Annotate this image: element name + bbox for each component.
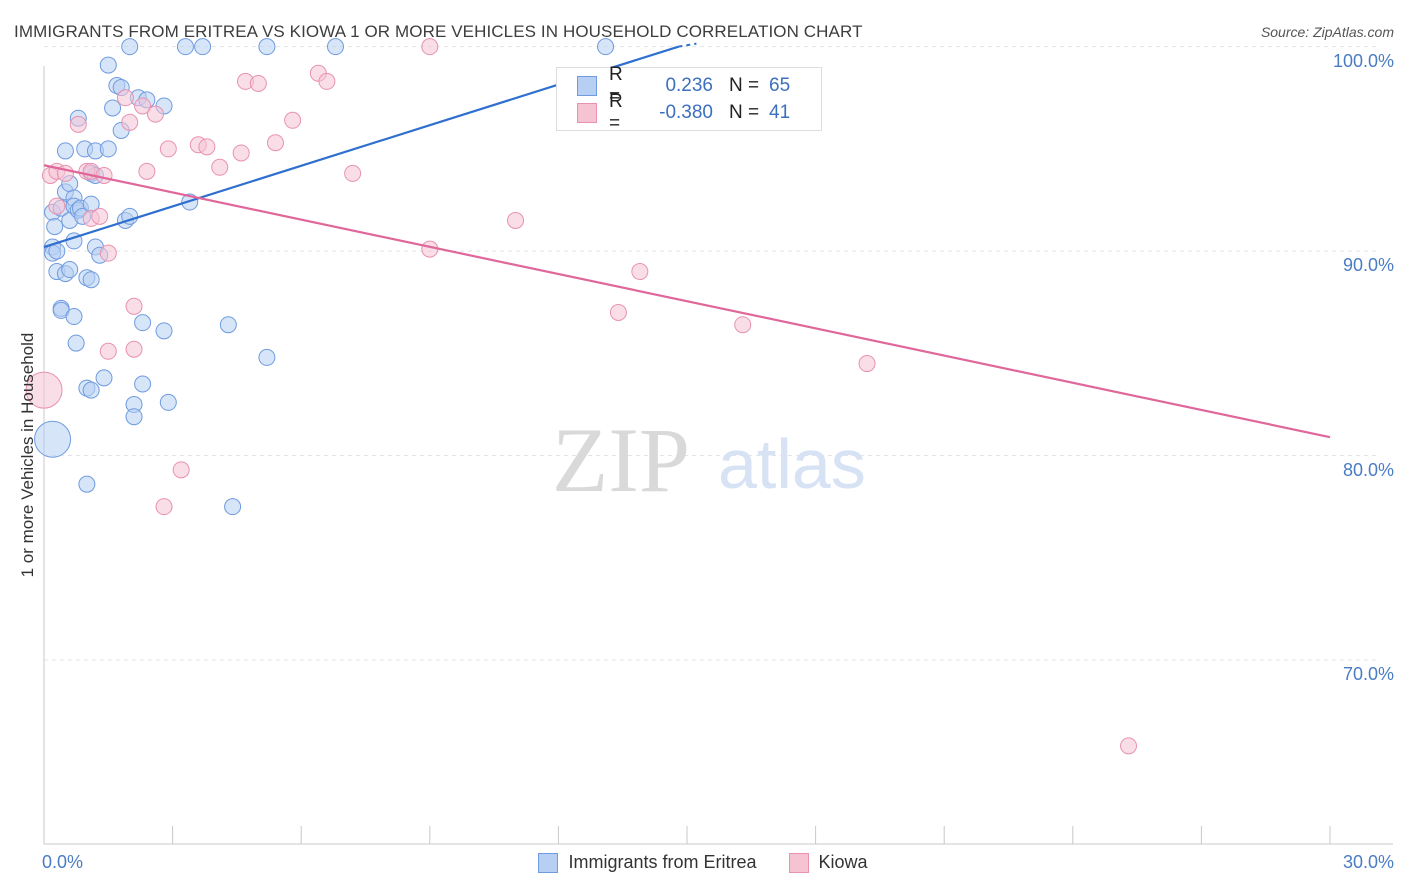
y-tick-label: 90.0%	[1342, 255, 1394, 276]
y-tick-label: 100.0%	[1332, 50, 1394, 71]
point-eritrea	[121, 38, 139, 56]
point-eritrea	[65, 308, 83, 326]
point-eritrea	[82, 381, 100, 399]
point-eritrea	[67, 334, 85, 352]
point-eritrea	[82, 271, 100, 289]
chart-title: IMMIGRANTS FROM ERITREA VS KIOWA 1 OR MO…	[14, 22, 863, 41]
point-kiowa	[344, 164, 362, 182]
point-kiowa	[125, 297, 143, 315]
legend-swatch-blue	[538, 852, 559, 873]
point-eritrea	[258, 348, 276, 366]
legend-r-value: 0.236	[665, 75, 713, 96]
point-kiowa	[121, 113, 139, 131]
legend-n-value: 41	[769, 102, 791, 123]
point-eritrea	[224, 498, 242, 516]
point-eritrea	[34, 420, 72, 458]
trend-line-eritrea-extension	[678, 42, 697, 48]
legend-item-eritrea[interactable]: Immigrants from Eritrea	[538, 852, 757, 873]
point-kiowa	[421, 38, 439, 56]
point-eritrea	[326, 38, 344, 56]
legend-row-eritrea: R = 0.236 N = 65	[577, 64, 791, 107]
point-eritrea	[99, 56, 117, 74]
legend-item-kiowa[interactable]: Kiowa	[788, 852, 868, 873]
point-eritrea	[159, 393, 177, 411]
legend-label-kiowa: Kiowa	[818, 852, 868, 872]
point-eritrea	[56, 142, 74, 160]
trend-line-kiowa	[43, 164, 1331, 439]
point-kiowa	[95, 166, 113, 184]
series-legend: Immigrants from Eritrea Kiowa	[0, 852, 1406, 873]
legend-swatch-pink	[577, 103, 597, 123]
point-kiowa	[91, 207, 109, 225]
y-axis-label: 1 or more Vehicles in Household	[18, 332, 37, 578]
point-kiowa	[134, 97, 152, 115]
point-kiowa	[858, 355, 876, 373]
y-tick-label: 80.0%	[1342, 459, 1394, 480]
point-eritrea	[104, 99, 122, 117]
point-eritrea	[134, 375, 152, 393]
point-kiowa	[146, 105, 164, 123]
point-kiowa	[609, 303, 627, 321]
legend-r-value: -0.380	[659, 102, 713, 123]
point-kiowa	[284, 111, 302, 129]
point-eritrea	[155, 322, 173, 340]
point-kiowa	[25, 371, 63, 409]
stats-legend: R = 0.236 N = 65 R = -0.380 N = 41	[556, 64, 822, 134]
point-eritrea	[46, 218, 64, 236]
source-label: Source: ZipAtlas.com	[1260, 24, 1394, 40]
point-kiowa	[198, 138, 216, 156]
point-eritrea	[61, 261, 79, 279]
legend-row-kiowa: R = -0.380 N = 41	[577, 91, 791, 134]
point-eritrea	[125, 408, 143, 426]
point-kiowa	[138, 162, 156, 180]
point-eritrea	[95, 369, 113, 387]
point-kiowa	[1120, 737, 1138, 755]
point-eritrea	[258, 38, 276, 56]
point-kiowa	[159, 140, 177, 158]
point-kiowa	[99, 244, 117, 262]
x-tick-label-max: 30.0%	[1342, 852, 1394, 872]
point-kiowa	[48, 197, 66, 215]
point-eritrea	[99, 140, 117, 158]
point-kiowa	[734, 316, 752, 334]
x-tick-label-min: 0.0%	[42, 852, 84, 872]
y-tick-label: 70.0%	[1342, 664, 1394, 684]
point-kiowa	[125, 340, 143, 358]
point-kiowa	[507, 211, 525, 229]
legend-swatch-blue	[577, 76, 597, 96]
legend-r-label: R =	[609, 64, 623, 107]
point-eritrea	[219, 316, 237, 334]
legend-n-label: N =	[729, 102, 760, 123]
point-kiowa	[211, 158, 229, 176]
point-kiowa	[631, 263, 649, 281]
watermark-zip: ZIP	[552, 409, 690, 511]
point-kiowa	[99, 342, 117, 360]
watermark-atlas: atlas	[718, 425, 866, 503]
point-kiowa	[249, 74, 267, 92]
point-kiowa	[116, 89, 134, 107]
point-kiowa	[318, 72, 336, 90]
legend-swatch-pink	[788, 852, 809, 873]
point-eritrea	[597, 38, 615, 56]
point-kiowa	[69, 115, 87, 133]
point-kiowa	[232, 144, 250, 162]
legend-n-value: 65	[769, 75, 791, 96]
point-eritrea	[78, 475, 96, 493]
legend-r-label: R =	[609, 91, 623, 134]
point-eritrea	[134, 314, 152, 332]
point-eritrea	[176, 38, 194, 56]
point-kiowa	[266, 134, 284, 152]
point-kiowa	[172, 461, 190, 479]
legend-n-label: N =	[729, 75, 760, 96]
point-kiowa	[155, 498, 173, 516]
legend-label-eritrea: Immigrants from Eritrea	[568, 852, 757, 872]
point-eritrea	[194, 38, 212, 56]
